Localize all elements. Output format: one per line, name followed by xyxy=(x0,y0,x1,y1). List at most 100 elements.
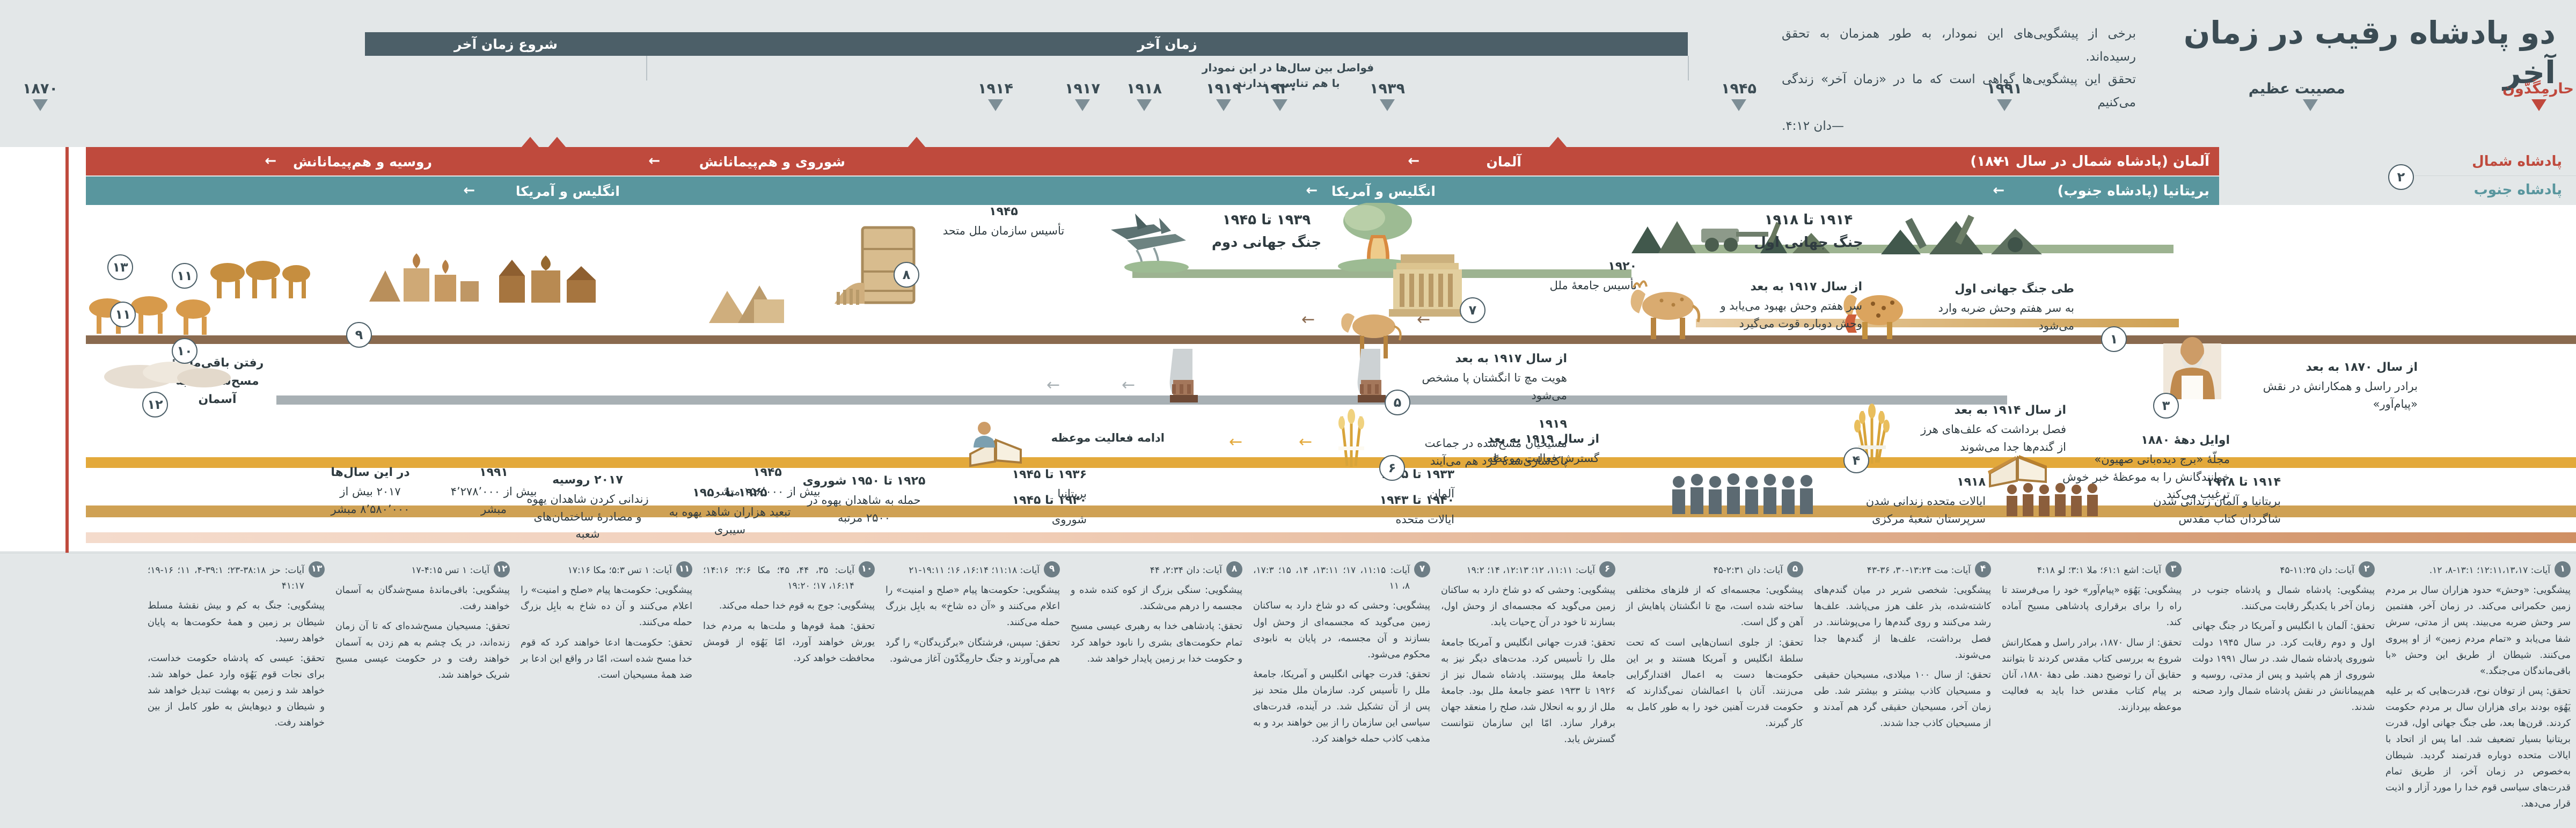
reference-badge-11-alt[interactable]: ۱۱ xyxy=(110,302,136,327)
league-of-nations-building-illustration xyxy=(1389,254,1466,317)
king-of-south-bar: بریتانیا (پادشاه جنوب) ← انگلیس و آمریکا… xyxy=(86,177,2219,235)
callout-stat-1991: ۱۹۹۱ بیش از ۴٬۲۷۸٬۰۰۰ مبشر xyxy=(450,466,537,516)
year-marker-triangle-icon xyxy=(1075,99,1090,111)
year-marker-triangle-icon xyxy=(2303,99,2318,111)
ww1-artillery-illustration xyxy=(1881,215,2042,254)
notch-icon xyxy=(1549,137,1567,148)
footnote-12: ۱۲ آیات: ۱ تس ۴:۱۵-۱۷ پیشگویی: باقی‌ماند… xyxy=(335,561,510,683)
year-marker-label: ۱۹۱۷ xyxy=(1065,80,1100,97)
notch-icon xyxy=(548,137,566,148)
footnote-number: ۱۰ xyxy=(859,561,875,577)
footnote-verses: آیات: دان ۲:۳۴، ۴۴ xyxy=(1150,565,1222,576)
footnote-paragraph: تحقق: قدرت جهانی انگلیس و آمریکا، جامعهٔ… xyxy=(1253,669,1430,745)
year-marker-label: ۱۹۲۰ xyxy=(1262,80,1298,97)
footnote-number: ۶ xyxy=(1599,561,1615,577)
reference-badge-10[interactable]: ۱۰ xyxy=(172,338,197,364)
year-marker-armageddon: حارمِگَدّون xyxy=(2502,80,2574,111)
callout-britain-ban-1936: ۱۹۳۶ تا ۱۹۴۵ بریتانیا xyxy=(1012,468,1087,501)
year-marker-1920: ۱۹۲۰ xyxy=(1245,80,1315,111)
king-south-segment-anglo-america-1: انگلیس و آمریکا xyxy=(1331,184,1436,199)
footnote-verses: آیات: ۱ تس ۵:۳؛ مکا ۱۷:۱۶ xyxy=(567,565,672,576)
callout-russia-2017: ۲۰۱۷ روسیه زندانی کردن شاهدان یهوه و مصا… xyxy=(526,473,649,541)
reference-badge-2[interactable]: ۲ xyxy=(2388,164,2414,190)
page-title-block: دو پادشاه رقیب در زمان آخر xyxy=(2148,13,2556,92)
footnote-header: ۹ آیات: ۱۱:۱۸؛ ۱۶:۱۴، ۱۶؛ ۱۹:۱۱-۲۱ xyxy=(885,561,1060,578)
footnote-paragraph: پیشگویی: وحشی که دو شاخ دارد به ساکنان ز… xyxy=(1441,585,1615,628)
year-marker-1939: ۱۹۳۹ xyxy=(1352,80,1422,111)
rubble-illustration xyxy=(709,285,784,323)
reference-badge-13[interactable]: ۱۳ xyxy=(107,254,133,280)
footnote-verses: آیات: ۱۲:۱۱،۱۳،۱۷؛ ۱۳:۱-۸، ۱۲. xyxy=(2429,565,2550,576)
callout-soviet-attacks: ۱۹۲۵ تا ۱۹۵۰ شوروی حمله به شاهدان یهوه د… xyxy=(802,474,926,524)
strip-persecution xyxy=(86,532,2576,543)
footnote-3: ۳ آیات: اشع ۶۱:۱؛ ملا ۳:۱؛ لو ۴:۱۸ پیشگو… xyxy=(2002,561,2182,715)
reference-badge-12[interactable]: ۱۲ xyxy=(142,392,168,417)
intro-line-1: برخی از پیشگویی‌های این نمودار، به طور ه… xyxy=(1782,27,2136,64)
arrow-left-icon: ← xyxy=(1301,310,1315,329)
footnote-verses: آیات: ۱۱:۱۱، ۱۲؛ ۱۲:۱۳، ۱۴؛ ۱۹:۲ xyxy=(1466,565,1595,576)
year-marker-great-tribulation: مصیبت عظیم xyxy=(2249,80,2345,111)
ww1-soldiers-illustration xyxy=(1631,221,1830,253)
notch-icon xyxy=(521,137,539,148)
footnote-number: ۱۳ xyxy=(309,561,325,577)
callout-usa-1918: ۱۹۱۸ ایالات متحده زندانی شدن سرپرستان شع… xyxy=(1865,475,1986,525)
arrow-left-icon: ← xyxy=(265,153,276,169)
reference-badge-11[interactable]: ۱۱ xyxy=(172,263,197,289)
year-marker-label: ۱۹۹۱ xyxy=(1987,80,2022,97)
horses-illustration xyxy=(89,296,210,335)
footnote-1: ۱ آیات: ۱۲:۱۱،۱۳،۱۷؛ ۱۳:۱-۸، ۱۲. پیشگویی… xyxy=(2385,561,2571,812)
footnotes-columns: ۱ آیات: ۱۲:۱۱،۱۳،۱۷؛ ۱۳:۱-۸، ۱۲. پیشگویی… xyxy=(0,553,2576,828)
footnote-paragraph: تحقق: پس از توفان نوح، قدرت‌هایی که بر ع… xyxy=(2385,685,2571,810)
reference-badge-1[interactable]: ۱ xyxy=(2101,326,2127,352)
callout-siberia-exile: ۱۹۲۵ تا ۱۹۵۰ تبعید هزاران شاهد یهوه به س… xyxy=(669,486,791,536)
footnote-verses: آیات: ۱۱:۱۸؛ ۱۶:۱۴، ۱۶؛ ۱۹:۱۱-۲۱ xyxy=(909,565,1040,576)
left-vertical-rule xyxy=(65,147,69,553)
arrow-left-icon: ← xyxy=(1417,310,1431,329)
year-marker-triangle-icon xyxy=(988,99,1003,111)
callout-harvest: از سال ۱۹۱۴ به بعد فصل برداشت که علف‌های… xyxy=(1921,404,2066,453)
callout-league-of-nations: ۱۹۲۰ تأسیس جامعهٔ ملل xyxy=(1549,260,1637,292)
footnote-paragraph: تحقق: سپس، فرشتگان «برگزیدگان» را گرد هم… xyxy=(885,637,1060,664)
footnote-verses: آیات: دان ۲:۳۱-۴۵ xyxy=(1713,565,1783,576)
footnote-header: ۵ آیات: دان ۲:۳۱-۴۵ xyxy=(1626,561,1803,578)
reference-badge-8[interactable]: ۸ xyxy=(894,262,919,288)
footnote-header: ۱۱ آیات: ۱ تس ۵:۳؛ مکا ۱۷:۱۶ xyxy=(521,561,692,578)
reference-badge-5[interactable]: ۵ xyxy=(1385,390,1410,415)
footnote-5: ۵ آیات: دان ۲:۳۱-۴۵ پیشگویی: مجسمه‌ای که… xyxy=(1626,561,1803,731)
arrow-left-icon: ← xyxy=(1299,433,1313,451)
year-marker-triangle-icon xyxy=(1216,99,1231,111)
reference-badge-4[interactable]: ۴ xyxy=(1843,448,1869,473)
footnote-verses: آیات: ۳۵، ۴۴، ۴۵؛ مکا ۲:۶؛ ۱۴:۱۶؛ ۱۶:۱۴،… xyxy=(703,565,855,592)
footnote-6: ۶ آیات: ۱۱:۱۱، ۱۲؛ ۱۲:۱۳، ۱۴؛ ۱۹:۲ پیشگو… xyxy=(1441,561,1615,748)
footnote-number: ۵ xyxy=(1787,561,1803,577)
year-marker-1917: ۱۹۱۷ xyxy=(1048,80,1117,111)
arrow-left-icon: ← xyxy=(1993,153,2004,169)
intro-citation: —دان ۴:۱۲. xyxy=(1782,119,1844,134)
era-label-last-days: زمان آخر xyxy=(1137,36,1197,52)
arrow-left-icon: ← xyxy=(1122,376,1136,394)
footnote-10: ۱۰ آیات: ۳۵، ۴۴، ۴۵؛ مکا ۲:۶؛ ۱۴:۱۶؛ ۱۶:… xyxy=(703,561,875,666)
footnote-verses: آیات: حز ۳۸:۱۸-۲۳؛ ۳۹:۱-۴، ۱۱؛ ۱۶-۱۹؛ ۴۱… xyxy=(148,565,305,592)
footnote-paragraph: پیشگویی: حکومت‌ها پیام «صلح و امنیت» را … xyxy=(521,585,692,628)
year-marker-1945: ۱۹۴۵ xyxy=(1704,80,1774,111)
footnote-paragraph: پیشگویی: وحشی که دو شاخ دارد به ساکنان ز… xyxy=(1253,600,1430,660)
intro-line-2: تحقق این پیشگویی‌ها گواهی است که ما در «… xyxy=(1782,72,2136,109)
reference-badge-3[interactable]: ۳ xyxy=(2153,393,2179,419)
year-marker-label: ۱۹۳۹ xyxy=(1370,80,1405,97)
reference-badge-6[interactable]: ۶ xyxy=(1379,455,1405,481)
destroyed-city-illustration xyxy=(369,253,479,302)
footnote-number: ۱ xyxy=(2555,561,2571,577)
footnote-number: ۲ xyxy=(2359,561,2375,577)
strip-statue-feet xyxy=(276,395,2007,405)
king-of-north-bar: آلمان (پادشاه شمال در سال ۱۸۷۱) ← آلمان … xyxy=(86,137,2219,175)
reference-badge-7[interactable]: ۷ xyxy=(1460,297,1485,323)
king-north-segment-germany: آلمان xyxy=(1486,154,1521,170)
legend-king-south: پادشاه جنوب xyxy=(2415,175,2576,204)
footnote-verses: آیات: دان ۱۱:۲۵-۴۵ xyxy=(2280,565,2354,576)
reference-badge-9[interactable]: ۹ xyxy=(346,322,372,348)
footnote-verses: آیات: ۱۱:۱۵، ۱۷؛ ۱۳:۱۱، ۱۴، ۱۵؛ ۱۷:۳، ۸،… xyxy=(1253,565,1410,592)
era-bar-last-days: زمان آخر xyxy=(647,32,1688,56)
year-marker-label: ۱۹۱۴ xyxy=(978,80,1013,97)
footnote-2: ۲ آیات: دان ۱۱:۲۵-۴۵ پیشگویی: پادشاه شما… xyxy=(2192,561,2375,715)
callout-russell: از سال ۱۸۷۰ به بعد برادر راسل و همکارانش… xyxy=(2263,361,2418,411)
